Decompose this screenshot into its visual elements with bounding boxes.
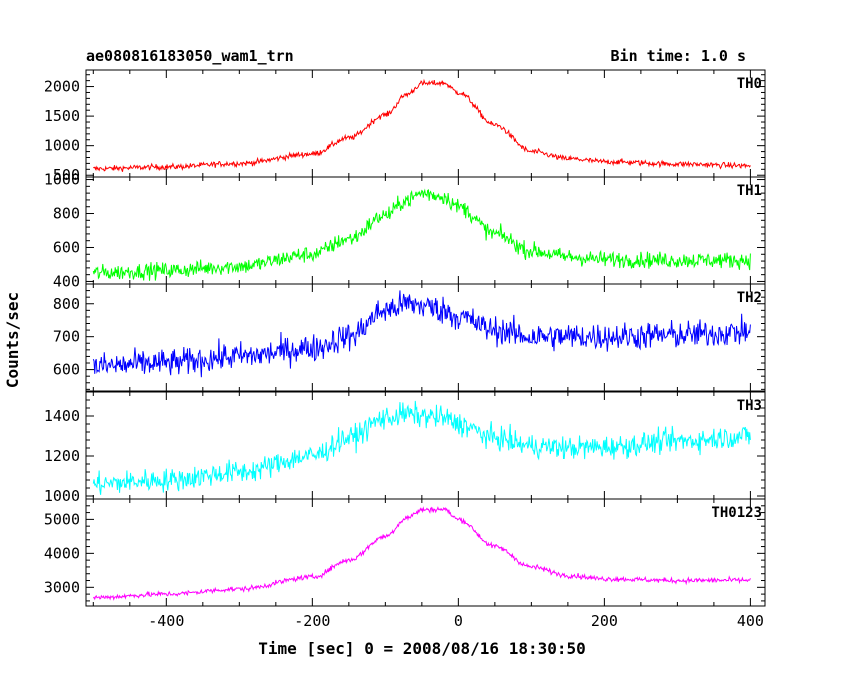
x-tick-label: 400 (737, 612, 764, 630)
y-tick-label: 600 (53, 361, 80, 379)
bin-time-label: Bin time: 1.0 s (611, 47, 746, 65)
panel-frame (85, 498, 766, 607)
panel-th0: 500 1000 1500 2000 TH0 (44, 69, 766, 184)
panel-th0123: 3000 4000 5000 TH0123 -400 -200 0 200 400 (44, 498, 766, 630)
x-tick-label: -200 (294, 612, 330, 630)
panel-label-th0123: TH0123 (711, 505, 762, 521)
panel-th1: 400 600 800 1000 TH1 (44, 171, 766, 290)
y-tick-label: 2000 (44, 78, 80, 96)
y-tick-label: 1200 (44, 447, 80, 465)
x-tick-label: -400 (148, 612, 184, 630)
y-tick-label: 600 (53, 238, 80, 256)
y-tick-label: 700 (53, 328, 80, 346)
panel-label-th1: TH1 (737, 183, 762, 199)
y-tick-label: 1000 (44, 171, 80, 189)
y-axis-label: Counts/sec (3, 292, 22, 388)
y-tick-label: 1000 (44, 137, 80, 155)
panel-label-th3: TH3 (737, 398, 762, 414)
panel-label-th2: TH2 (737, 290, 762, 306)
y-tick-label: 5000 (44, 510, 80, 528)
y-tick-label: 4000 (44, 544, 80, 562)
y-tick-label: 500 (53, 166, 80, 184)
panel-th3: 1000 1200 1400 TH3 (44, 391, 766, 505)
series-line-th3 (92, 400, 751, 495)
panel-label-th0: TH0 (737, 76, 762, 92)
series-line-th0 (93, 78, 751, 172)
y-tick-label: 400 (53, 272, 80, 290)
panel-frame (85, 283, 766, 392)
panel-th2: 600 700 800 TH2 (53, 283, 766, 392)
x-tick-label: 200 (591, 612, 618, 630)
series-line-th0123 (92, 506, 751, 601)
y-tick-label: 3000 (44, 578, 80, 596)
y-tick-label: 800 (53, 205, 80, 223)
series-line-th2 (92, 290, 751, 378)
x-tick-label: 0 (454, 612, 463, 630)
panel-frame (85, 69, 766, 178)
y-tick-label: 1400 (44, 407, 80, 425)
y-tick-label: 1500 (44, 107, 80, 125)
chart-title: ae080816183050_wam1_trn (86, 47, 294, 65)
series-line-th1 (92, 188, 751, 281)
y-tick-label: 800 (53, 295, 80, 313)
y-tick-label: 1000 (44, 487, 80, 505)
x-axis-label: Time [sec] 0 = 2008/08/16 18:30:50 (258, 639, 586, 658)
